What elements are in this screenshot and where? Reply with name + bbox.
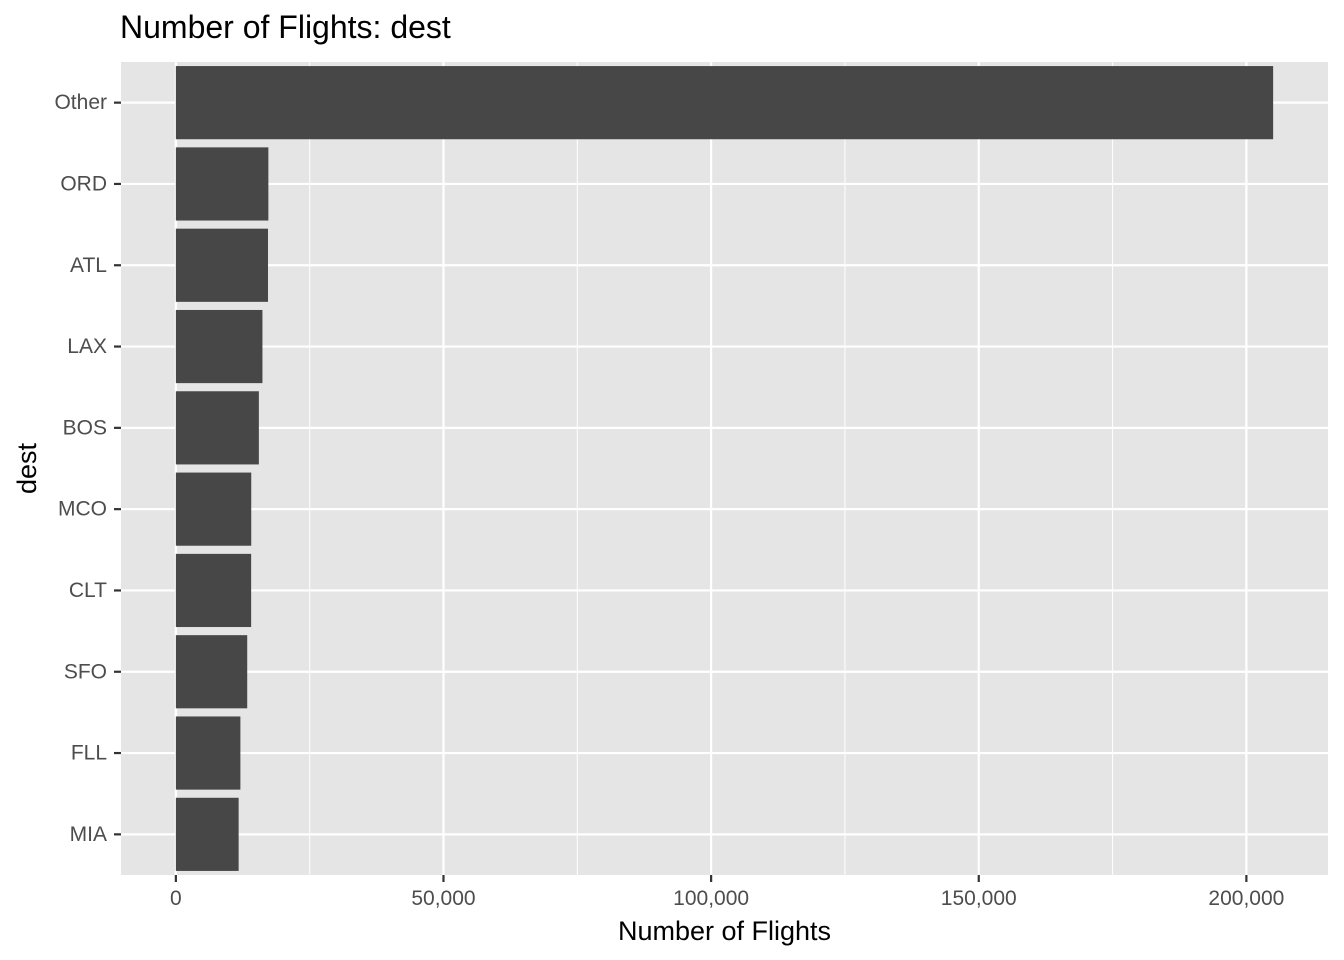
bar-mco: [175, 472, 252, 546]
bar-lax: [175, 309, 263, 384]
x-tick-label: 0: [170, 887, 182, 910]
chart-title: Number of Flights: dest: [120, 9, 451, 45]
y-tick-label: Other: [54, 91, 107, 114]
y-tick-label: FLL: [71, 742, 107, 765]
bar-mia: [175, 797, 239, 871]
bar-ord: [175, 147, 269, 221]
bar-fll: [175, 716, 241, 790]
y-tick-label: CLT: [69, 579, 107, 602]
plot-panel: [121, 62, 1328, 875]
y-tick-label: ATL: [70, 254, 107, 277]
y-tick-label: MCO: [58, 498, 107, 521]
bar-atl: [175, 228, 269, 302]
bar-clt: [175, 553, 252, 628]
x-tick-label: 50,000: [411, 887, 475, 910]
y-tick-label: SFO: [64, 660, 107, 683]
x-tick-label: 100,000: [673, 887, 749, 910]
x-tick-label: 200,000: [1208, 887, 1284, 910]
y-tick-label: BOS: [63, 416, 107, 439]
y-axis-title: dest: [12, 442, 42, 494]
y-tick-label: MIA: [70, 823, 107, 846]
y-tick-label: ORD: [60, 172, 107, 195]
bar-bos: [175, 391, 259, 465]
x-tick-label: 150,000: [941, 887, 1017, 910]
bar-other: [175, 66, 1274, 140]
bar-sfo: [175, 635, 248, 709]
x-axis-title: Number of Flights: [618, 916, 831, 946]
y-tick-label: LAX: [67, 335, 107, 358]
